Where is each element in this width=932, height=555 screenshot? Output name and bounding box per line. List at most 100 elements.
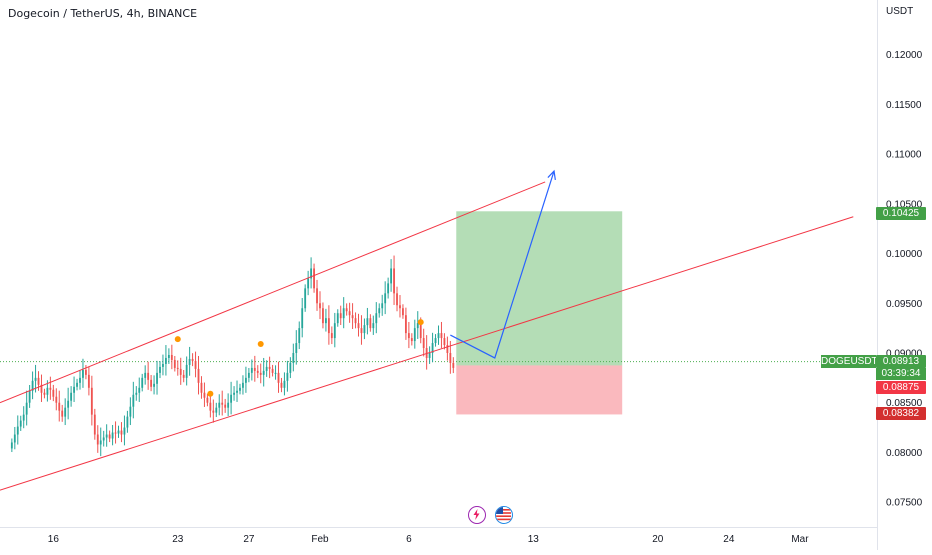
- us-flag-icon[interactable]: [495, 506, 513, 524]
- candle-body: [40, 384, 43, 393]
- candle-body: [330, 333, 333, 339]
- candle-body: [268, 366, 271, 369]
- candle-body: [437, 333, 440, 339]
- candle-body: [49, 387, 52, 390]
- candle-body: [13, 434, 16, 443]
- candle-body: [236, 390, 238, 393]
- signal-dot: [174, 336, 181, 343]
- candle-body: [244, 377, 247, 383]
- candle-body: [159, 366, 161, 373]
- candle-body: [410, 338, 413, 342]
- candle-body: [301, 308, 304, 329]
- candle-body: [396, 293, 398, 306]
- candle-body: [413, 328, 416, 342]
- candle-body: [147, 372, 150, 380]
- y-tick-label: 0.10000: [886, 249, 923, 260]
- candle-body: [428, 352, 431, 358]
- y-tick-label: 0.08000: [886, 448, 923, 459]
- candle-body: [82, 369, 84, 378]
- candle-body: [111, 432, 114, 439]
- candle-body: [363, 325, 366, 334]
- candle-body: [10, 442, 13, 449]
- candle-body: [339, 313, 342, 319]
- candle-body: [34, 377, 37, 381]
- candle-body: [93, 414, 96, 435]
- candle-body: [28, 390, 31, 403]
- candle-body: [105, 434, 108, 438]
- candle-body: [324, 318, 327, 324]
- y-tick-label: 0.09500: [886, 299, 923, 310]
- y-tick-label: 0.11500: [886, 100, 922, 111]
- candle-body: [185, 364, 188, 378]
- candle-body: [446, 345, 449, 353]
- candle-body: [250, 367, 253, 373]
- candle-body: [194, 360, 197, 369]
- candle-body: [55, 396, 58, 403]
- candle-body: [265, 366, 268, 371]
- candle-body: [354, 318, 357, 324]
- candle-body: [31, 380, 34, 391]
- x-tick-label: 27: [243, 534, 255, 545]
- candle-body: [404, 315, 407, 334]
- y-tick-label: 0.11000: [886, 150, 922, 161]
- candle-body: [132, 394, 135, 407]
- x-tick-label: Feb: [311, 534, 329, 545]
- candle-body: [43, 392, 46, 395]
- candle-body: [123, 427, 126, 435]
- candle-body: [64, 407, 67, 417]
- candle-body: [239, 387, 241, 391]
- candle-body: [452, 362, 455, 368]
- candle-body: [67, 400, 70, 408]
- lightning-icon[interactable]: [468, 506, 486, 524]
- x-tick-label: 6: [406, 534, 412, 545]
- candle-body: [372, 323, 375, 329]
- trend-channel[interactable]: [0, 181, 854, 491]
- candle-body: [170, 354, 173, 360]
- candle-body: [366, 318, 369, 326]
- candle-body: [176, 367, 179, 369]
- candle-body: [61, 410, 64, 417]
- candle-body: [262, 370, 265, 375]
- candle-body: [298, 328, 301, 344]
- candle-body: [96, 434, 99, 445]
- projection-arrow[interactable]: [450, 169, 556, 359]
- candle-body: [25, 402, 28, 415]
- candle-body: [117, 430, 120, 434]
- candle-body: [87, 374, 90, 388]
- candles: [10, 255, 455, 457]
- y-tick-label: 0.10500: [886, 199, 923, 210]
- candle-body: [215, 407, 218, 413]
- candle-body: [369, 318, 372, 329]
- x-tick-label: 16: [48, 534, 60, 545]
- candle-body: [316, 288, 318, 304]
- candle-body: [37, 377, 40, 385]
- candle-body: [443, 338, 446, 346]
- candle-body: [129, 406, 132, 417]
- candle-body: [360, 328, 363, 334]
- candle-body: [70, 392, 73, 401]
- x-tick-label: 23: [172, 534, 184, 545]
- candle-body: [90, 387, 93, 415]
- candle-body: [126, 416, 129, 428]
- time-axis[interactable]: 16 23 27 Feb 6 13 20 24 Mar: [48, 534, 809, 545]
- candle-body: [162, 363, 164, 367]
- candle-body: [99, 440, 102, 445]
- candle-body: [390, 268, 393, 284]
- price-axis[interactable]: 0.07500 0.08000 0.08500 0.09000 0.09500 0.100…: [886, 50, 923, 508]
- candle-body: [22, 414, 25, 421]
- candle-body: [375, 313, 378, 324]
- candle-body: [440, 333, 443, 339]
- candle-body: [402, 308, 404, 316]
- signal-dot: [257, 341, 264, 348]
- candle-body: [73, 386, 75, 393]
- stop-loss-badge: 0.08382: [876, 407, 926, 420]
- chart-title: Dogecoin / TetherUS, 4h, BINANCE: [8, 7, 198, 20]
- candle-body: [271, 368, 274, 373]
- candle-body: [449, 352, 452, 363]
- stop-zone: [456, 365, 623, 415]
- x-tick-label: Mar: [791, 534, 809, 545]
- candle-body: [292, 352, 295, 363]
- position-zones[interactable]: [456, 211, 623, 415]
